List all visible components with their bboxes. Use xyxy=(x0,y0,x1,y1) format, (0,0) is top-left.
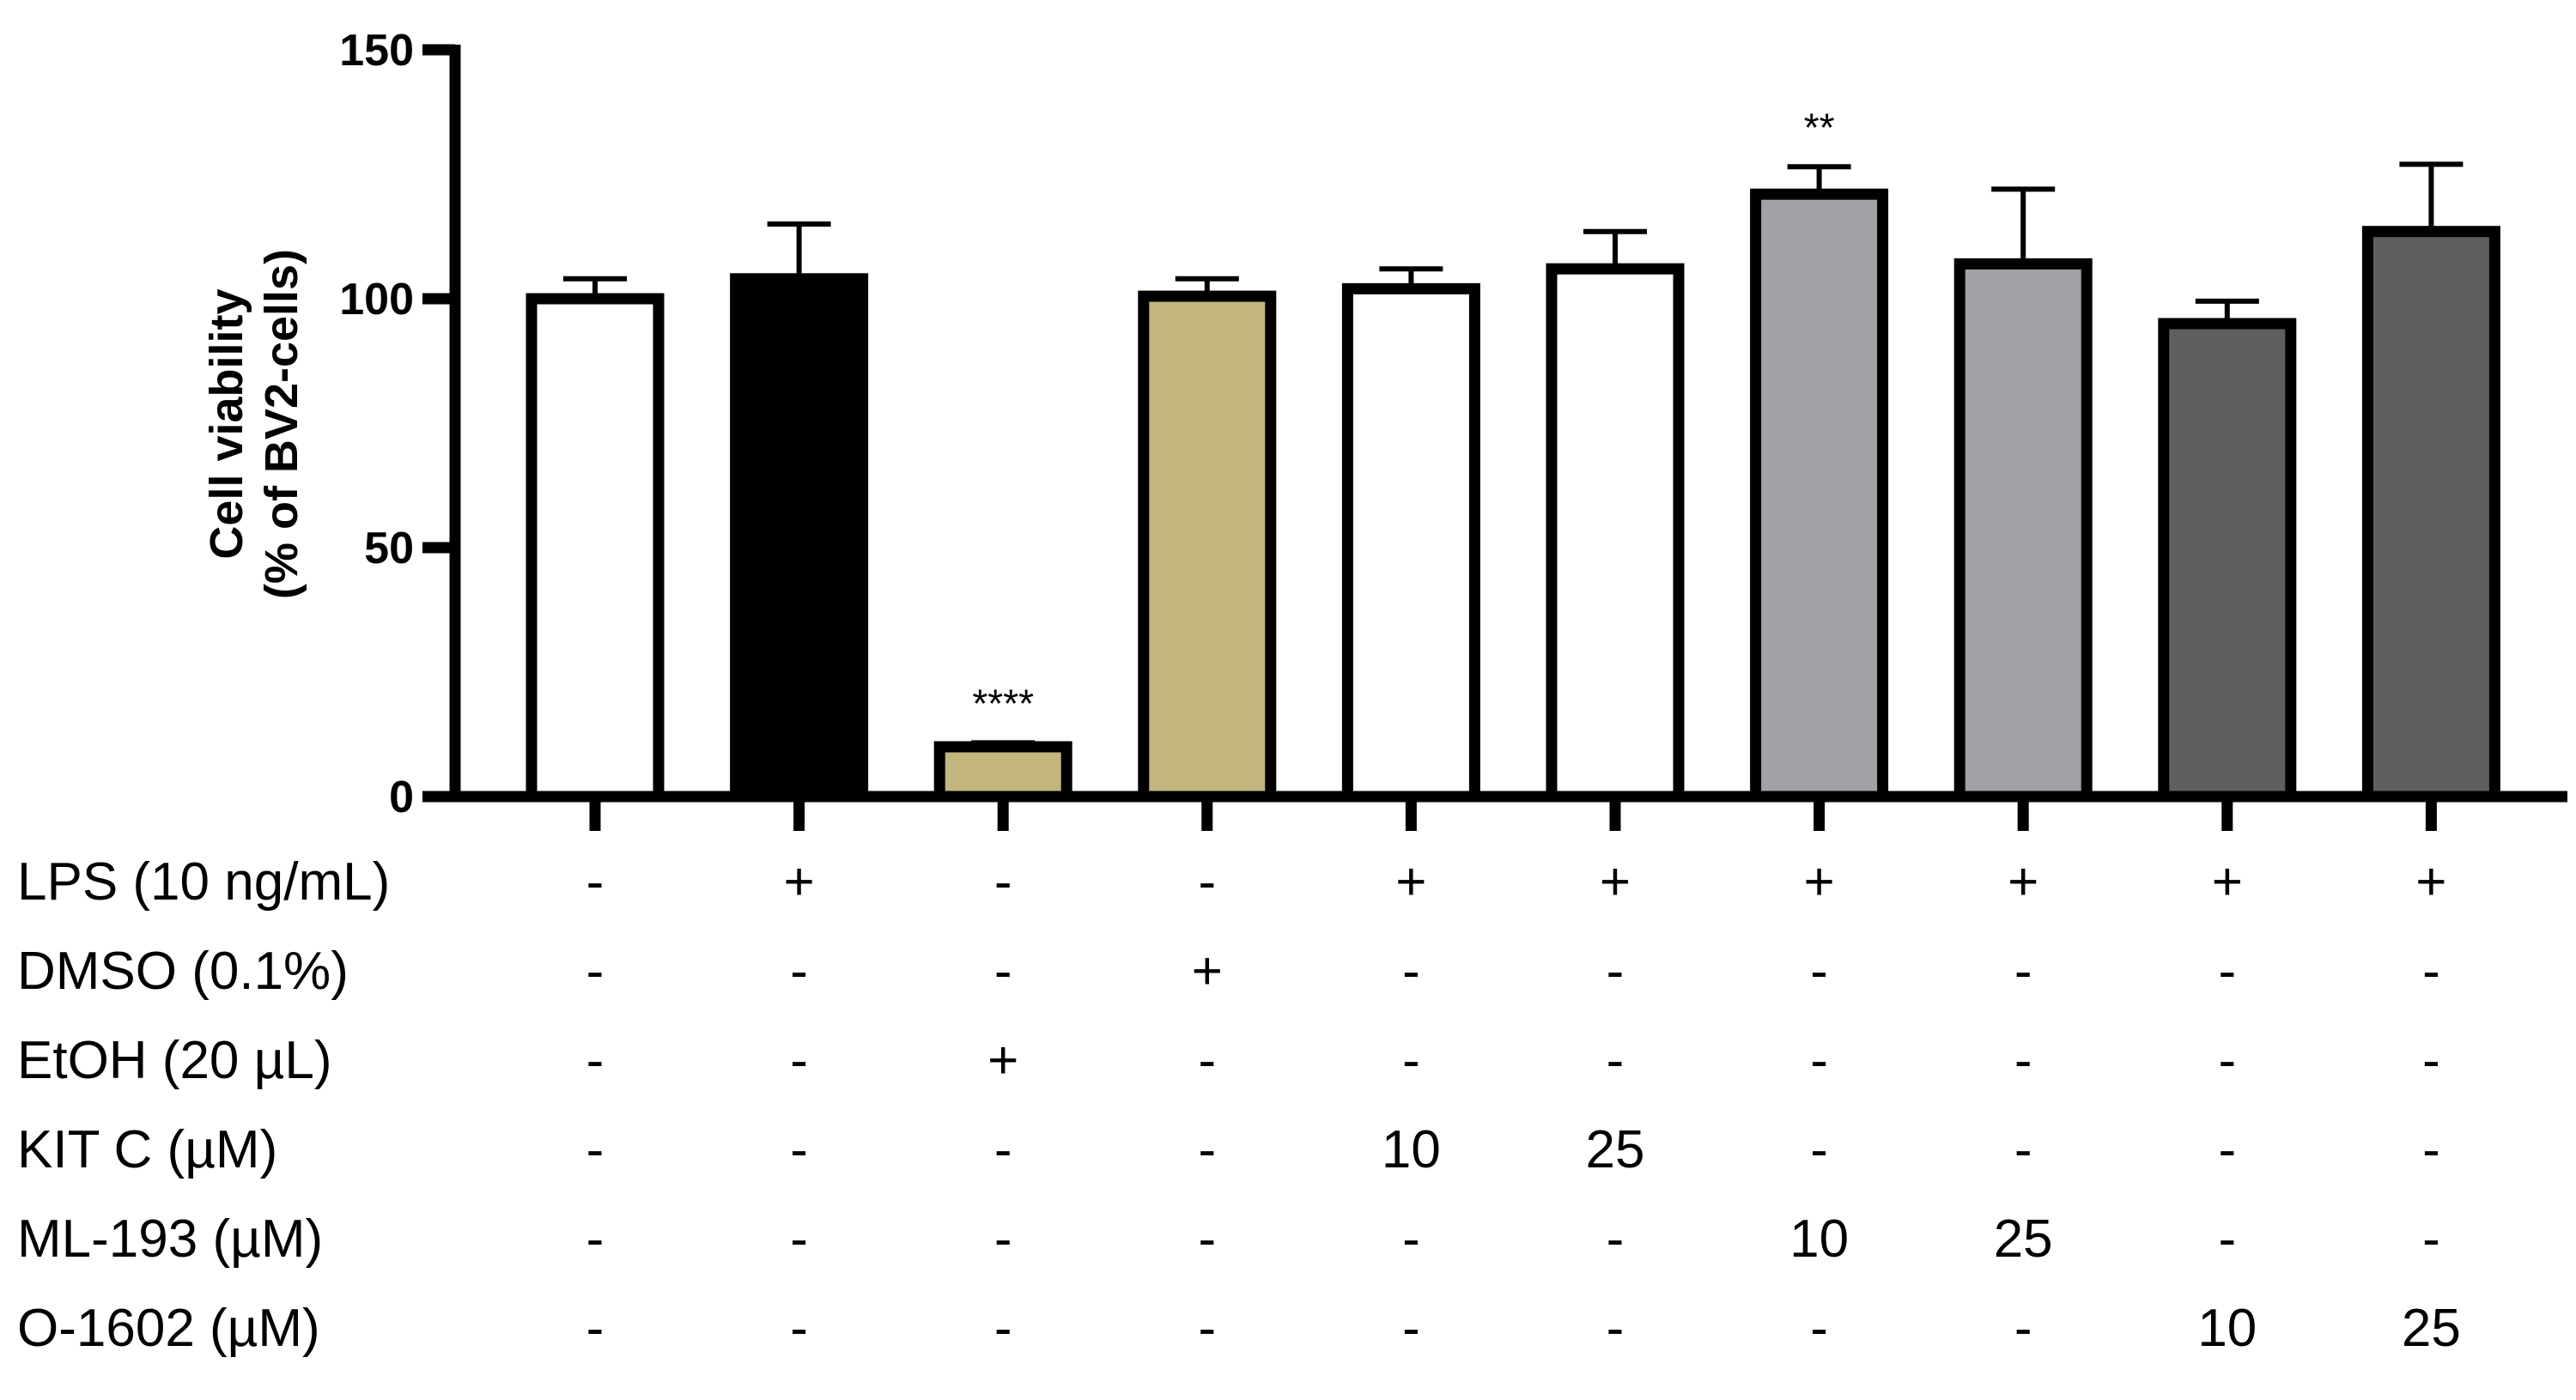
table-cell: + xyxy=(783,852,814,912)
y-tick-label: 100 xyxy=(339,275,414,324)
table-cell: - xyxy=(1198,1120,1216,1179)
table-cell: - xyxy=(1198,852,1216,912)
table-cell: + xyxy=(1600,852,1631,912)
table-cell: - xyxy=(2218,1031,2236,1090)
table-cell: - xyxy=(2014,1120,2032,1179)
table-cell: - xyxy=(994,1120,1012,1179)
table-cell: - xyxy=(586,1120,605,1179)
table-cell: - xyxy=(2422,1120,2440,1179)
table-cell: - xyxy=(2218,942,2236,1001)
y-axis-label: Cell viability (% of BV2-cells) xyxy=(201,249,307,599)
table-cell: + xyxy=(2415,852,2446,912)
table-row-label: DMSO (0.1%) xyxy=(17,942,349,1001)
table-cell: + xyxy=(2212,852,2243,912)
bar xyxy=(1341,282,1480,803)
table-row-label: KIT C (µM) xyxy=(17,1120,277,1179)
table-cell: 25 xyxy=(2402,1299,2461,1358)
table-cell: - xyxy=(2014,1031,2032,1090)
table-cell: + xyxy=(1192,942,1223,1001)
significance-label: **** xyxy=(972,681,1034,725)
table-cell: + xyxy=(1395,852,1426,912)
table-cell: + xyxy=(1803,852,1834,912)
table-cell: - xyxy=(1198,1031,1216,1090)
table-row-label: EtOH (20 µL) xyxy=(17,1031,332,1090)
y-axis: 0 50 100 150 xyxy=(339,26,461,822)
x-axis xyxy=(450,791,2567,831)
treatment-table: LPS (10 ng/mL) - + - - + + + + + + DMSO (0.1%) - - - + -… xyxy=(17,852,2461,1358)
bar xyxy=(1138,290,1277,803)
bar xyxy=(1546,263,1685,803)
table-cell: - xyxy=(1402,1209,1420,1269)
table-cell: - xyxy=(2422,1031,2440,1090)
table-cell: - xyxy=(586,942,605,1001)
table-cell: - xyxy=(586,1299,605,1358)
y-tick-label: 150 xyxy=(339,26,414,76)
y-tick-label: 50 xyxy=(364,524,414,573)
table-cell: - xyxy=(1402,1299,1420,1358)
bar xyxy=(2361,226,2500,803)
y-axis-label-line: Cell viability xyxy=(201,288,252,559)
table-row-label: ML-193 (µM) xyxy=(17,1209,323,1269)
table-cell: - xyxy=(586,1209,605,1269)
table-cell: - xyxy=(1402,942,1420,1001)
table-cell: 25 xyxy=(1586,1120,1645,1179)
table-cell: - xyxy=(586,1031,605,1090)
table-cell: - xyxy=(1607,1209,1625,1269)
table-cell: - xyxy=(1402,1031,1420,1090)
table-cell: - xyxy=(994,1209,1012,1269)
table-cell: - xyxy=(994,942,1012,1001)
bar xyxy=(526,293,665,803)
bars: ****** xyxy=(526,105,2500,803)
table-cell: - xyxy=(2218,1120,2236,1179)
significance-label: ** xyxy=(1804,105,1835,149)
table-cell: - xyxy=(790,1209,808,1269)
table-cell: - xyxy=(1198,1299,1216,1358)
bar xyxy=(1953,258,2093,803)
table-row-label: LPS (10 ng/mL) xyxy=(17,852,390,912)
table-cell: 10 xyxy=(1382,1120,1441,1179)
table-cell: + xyxy=(987,1031,1018,1090)
table-cell: - xyxy=(790,1031,808,1090)
table-cell: 10 xyxy=(2197,1299,2257,1358)
table-cell: - xyxy=(1607,942,1625,1001)
table-cell: - xyxy=(1810,1299,1828,1358)
bar xyxy=(2158,318,2297,803)
y-axis-label-line: (% of BV2-cells) xyxy=(256,249,307,599)
table-cell: - xyxy=(1607,1299,1625,1358)
table-cell: - xyxy=(2422,942,2440,1001)
table-cell: - xyxy=(790,942,808,1001)
table-cell: - xyxy=(586,852,605,912)
bar xyxy=(933,741,1072,803)
table-cell: 25 xyxy=(1994,1209,2053,1269)
table-cell: - xyxy=(2422,1209,2440,1269)
table-row-label: O-1602 (µM) xyxy=(17,1299,320,1358)
table-cell: - xyxy=(2218,1209,2236,1269)
table-cell: + xyxy=(2008,852,2038,912)
table-cell: - xyxy=(1810,942,1828,1001)
table-cell: - xyxy=(1198,1209,1216,1269)
table-cell: - xyxy=(2014,942,2032,1001)
table-cell: - xyxy=(790,1299,808,1358)
table-cell: - xyxy=(2014,1299,2032,1358)
table-cell: - xyxy=(994,1299,1012,1358)
table-cell: - xyxy=(1810,1031,1828,1090)
y-tick-label: 0 xyxy=(389,773,414,822)
bar xyxy=(1750,188,1889,803)
table-cell: 10 xyxy=(1789,1209,1849,1269)
table-cell: - xyxy=(994,852,1012,912)
table-cell: - xyxy=(1607,1031,1625,1090)
table-cell: - xyxy=(790,1120,808,1179)
bar xyxy=(730,273,869,803)
table-cell: - xyxy=(1810,1120,1828,1179)
